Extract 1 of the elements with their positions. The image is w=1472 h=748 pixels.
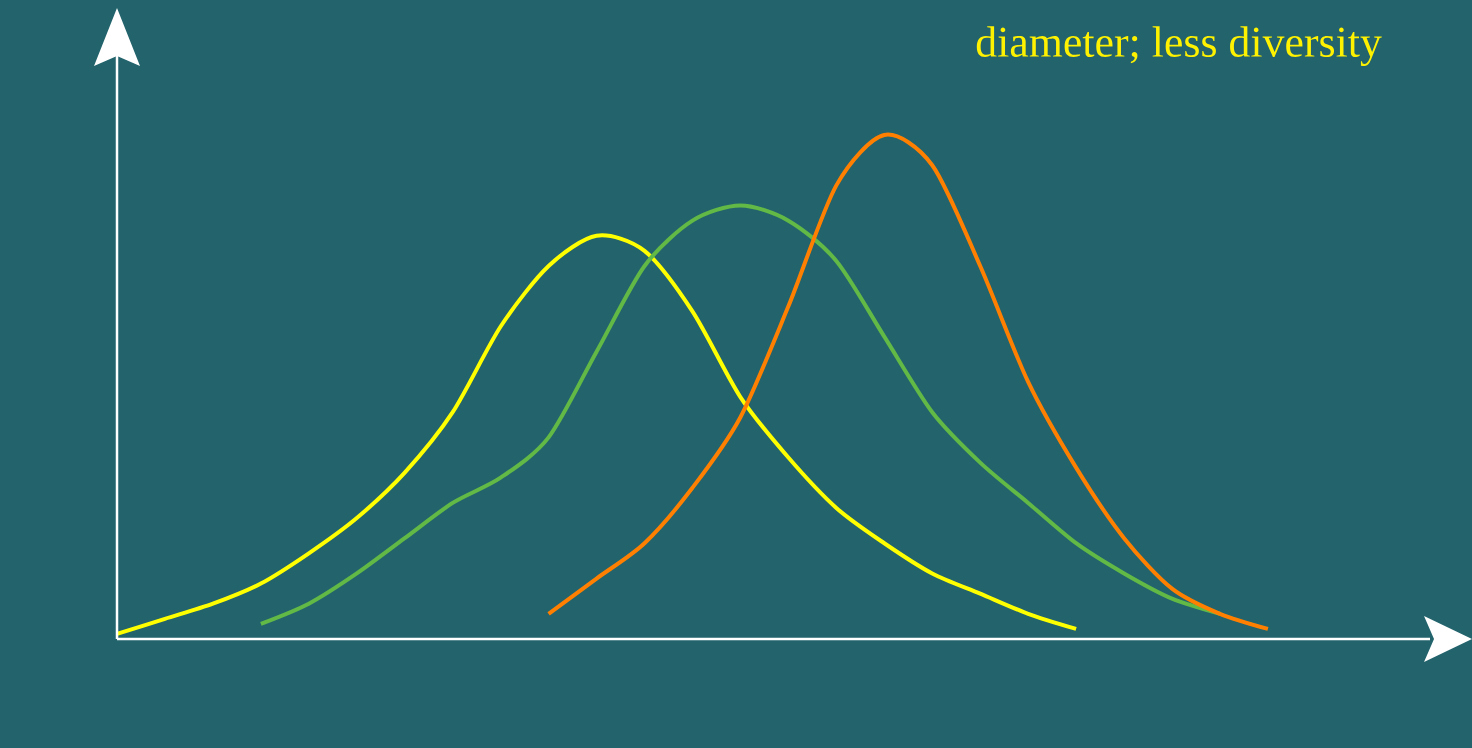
text: diameter; less diversity (976, 26, 1382, 67)
